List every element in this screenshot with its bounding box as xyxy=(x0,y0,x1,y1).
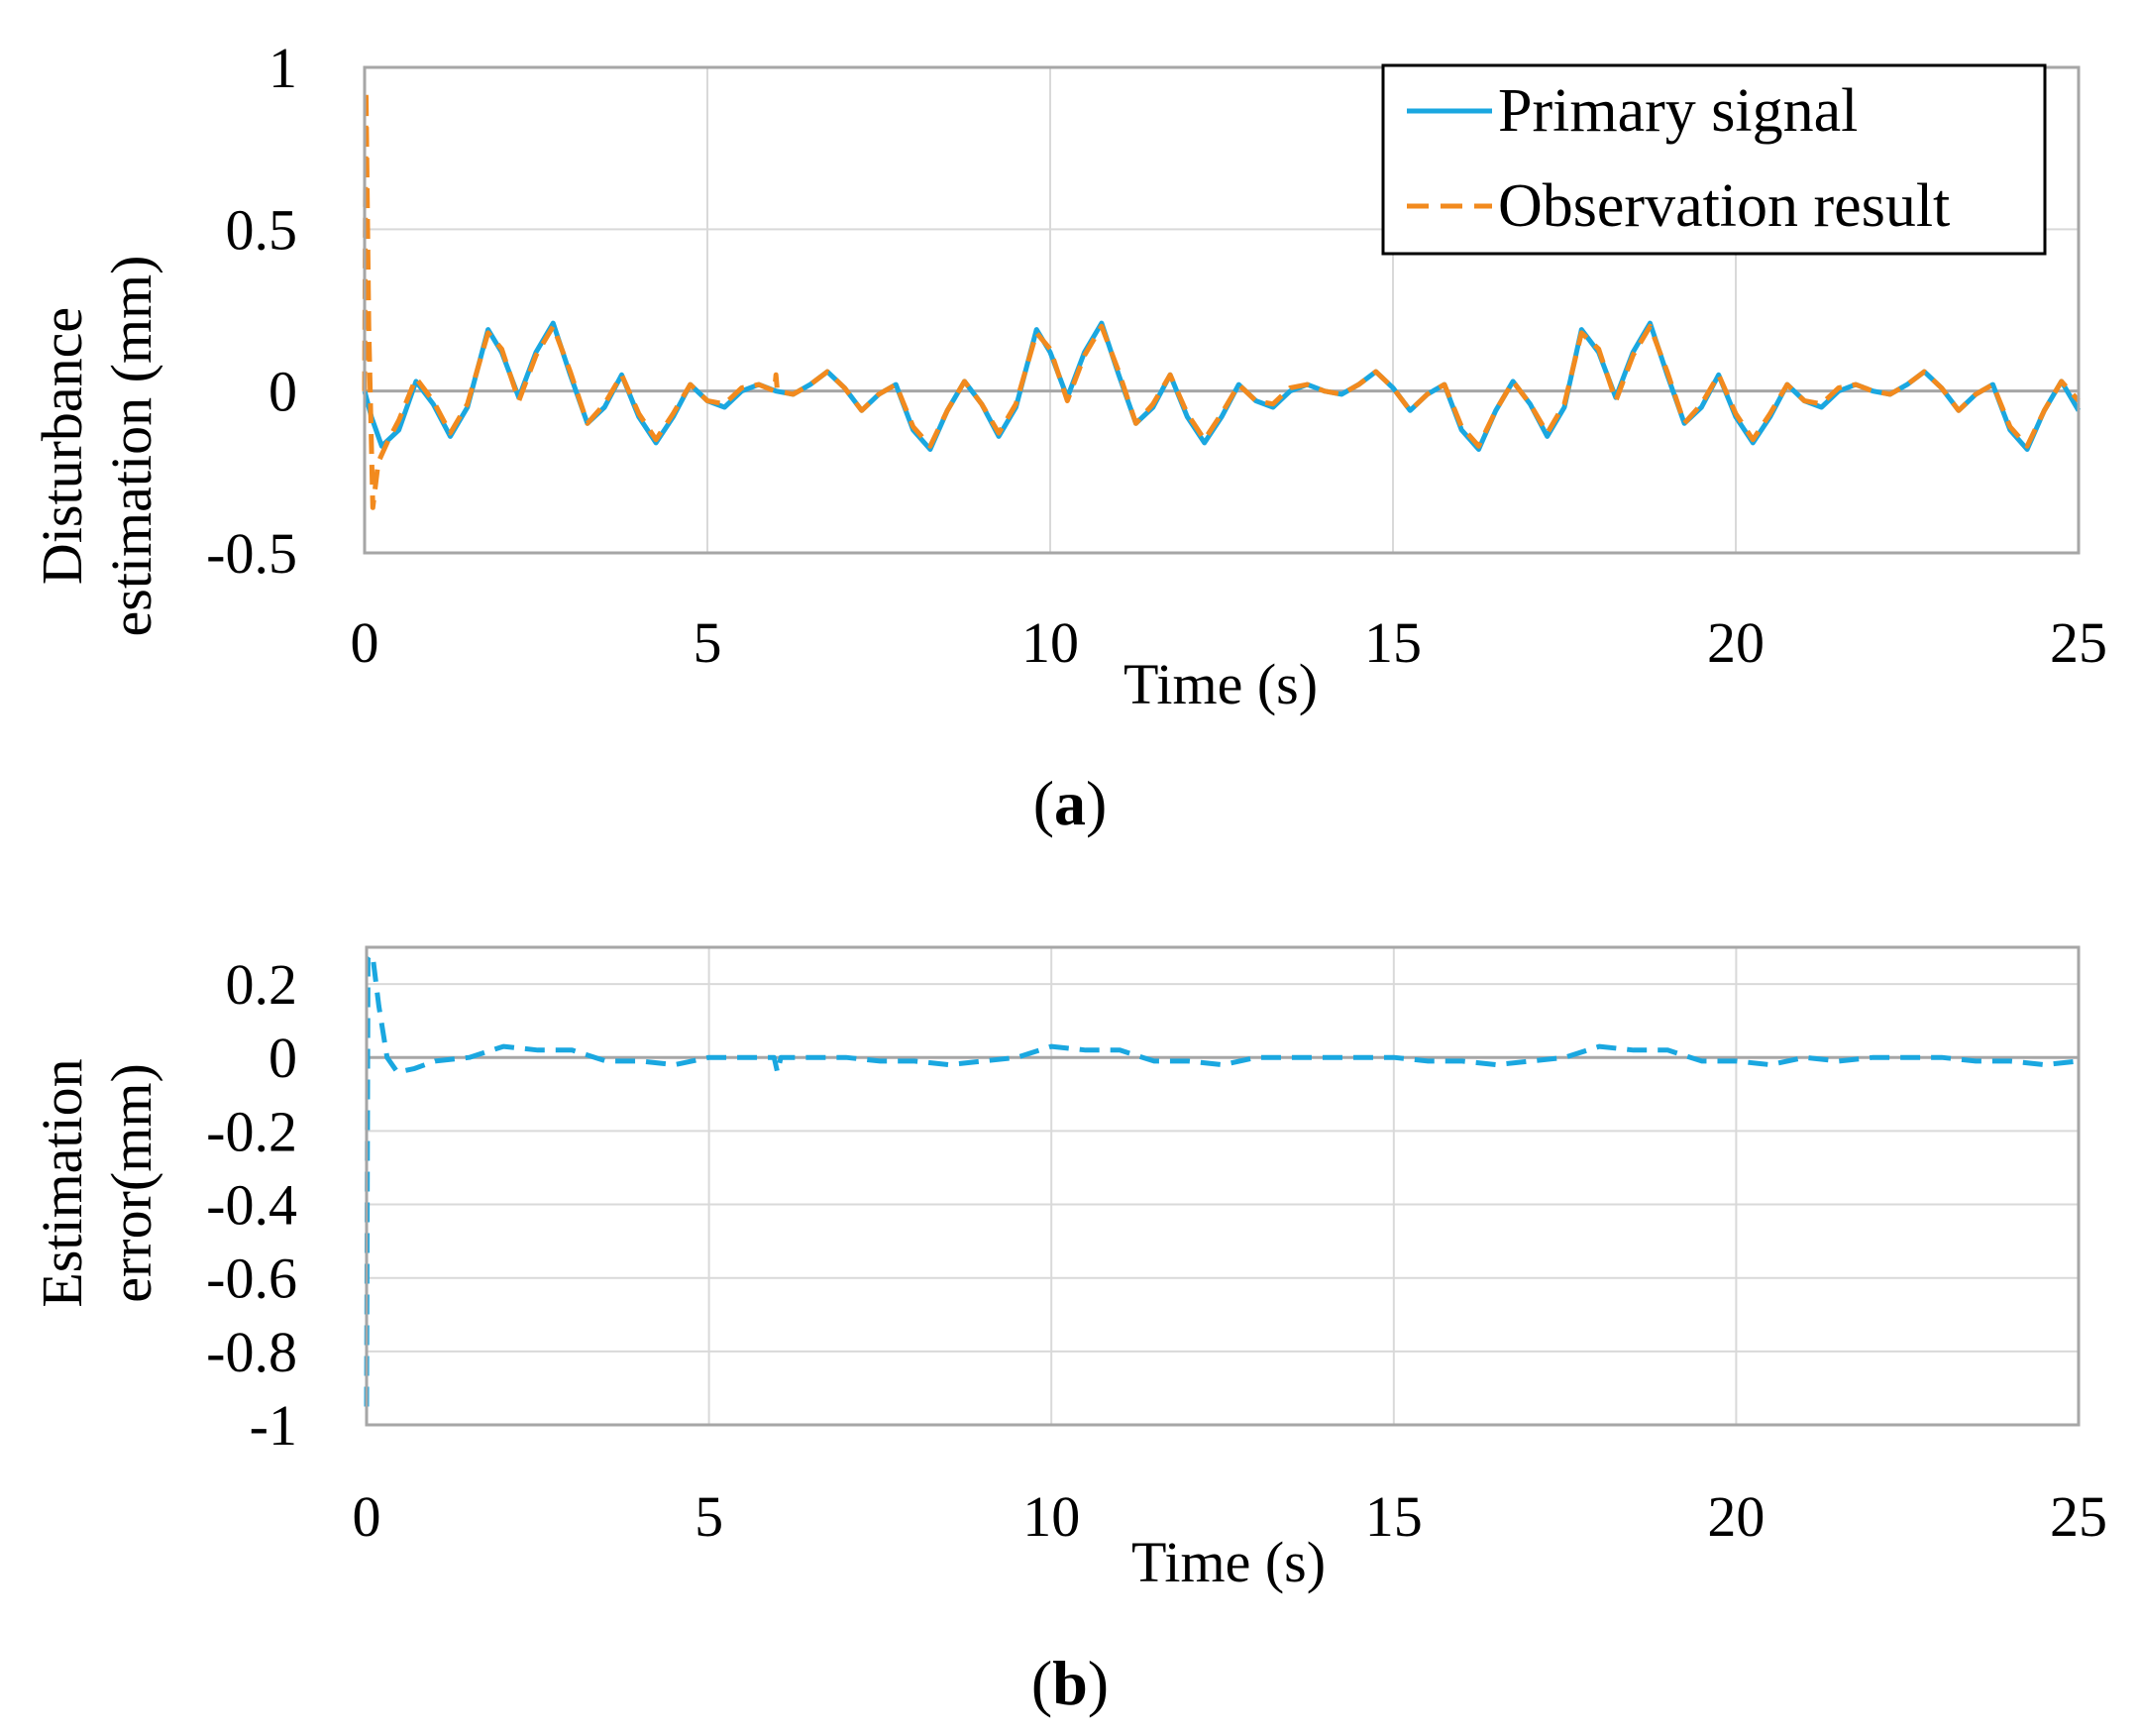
chart-b-xtick-label: 20 xyxy=(1707,1484,1765,1549)
panel-label-a-open: ( xyxy=(1033,768,1054,838)
chart-b-xtick-label: 25 xyxy=(2050,1484,2107,1549)
chart-a-y-axis-title-line2: estimation (mm) xyxy=(99,256,163,637)
chart-a-x-tick-labels: 0 5 10 15 20 25 xyxy=(351,610,2108,675)
chart-a: -0.5 0 0.5 1 0 5 10 15 20 25 Disturbance estimat… xyxy=(30,36,2107,838)
panel-label-a: (a) xyxy=(1033,768,1108,838)
chart-a-legend: Primary signal Observation result xyxy=(1381,63,2047,256)
chart-b-ytick-label: -0.4 xyxy=(206,1173,297,1238)
panel-label-b-letter: b xyxy=(1052,1648,1088,1718)
chart-b-series-group xyxy=(364,951,2080,1407)
chart-a-xtick-label: 15 xyxy=(1364,610,1422,675)
chart-a-ytick-label: 0.5 xyxy=(226,197,298,262)
panel-label-a-letter: a xyxy=(1054,768,1086,838)
panel-label-b-open: ( xyxy=(1031,1648,1052,1718)
chart-a-ytick-label: -0.5 xyxy=(206,521,297,586)
chart-a-legend-box xyxy=(1381,63,2047,256)
chart-a-series-primary-signal xyxy=(362,320,2082,452)
panel-label-b: (b) xyxy=(1031,1648,1109,1718)
chart-b-ytick-label: -0.2 xyxy=(206,1099,297,1163)
chart-a-series-observation-result xyxy=(362,87,2081,510)
chart-a-xtick-label: 5 xyxy=(694,610,722,675)
chart-b-x-axis-title: Time (s) xyxy=(1131,1530,1326,1594)
chart-a-xtick-label: 10 xyxy=(1021,610,1079,675)
chart-b-xtick-label: 0 xyxy=(353,1484,381,1549)
chart-a-xtick-label: 25 xyxy=(2050,610,2107,675)
chart-a-y-tick-labels: -0.5 0 0.5 1 xyxy=(206,36,297,586)
chart-b-ytick-label: -1 xyxy=(250,1393,297,1458)
chart-b-xtick-label: 10 xyxy=(1022,1484,1080,1549)
chart-b-series-estimation-error xyxy=(364,951,2080,1407)
chart-a-series-group xyxy=(362,87,2082,510)
chart-b-y-axis-title-line2: error(mm) xyxy=(99,1063,163,1303)
chart-b-x-tick-labels: 0 5 10 15 20 25 xyxy=(353,1484,2108,1549)
chart-b-ytick-label: 0 xyxy=(268,1026,297,1090)
chart-a-ytick-label: 0 xyxy=(268,360,297,424)
chart-b-y-axis-title-line1: Estimation xyxy=(30,1058,94,1307)
chart-a-ytick-label: 1 xyxy=(268,36,297,100)
chart-a-x-axis-title: Time (s) xyxy=(1124,652,1318,716)
legend-label-observation-result: Observation result xyxy=(1498,172,1950,240)
chart-b-y-tick-labels: -1 -0.8 -0.6 -0.4 -0.2 0 0.2 xyxy=(206,952,297,1458)
chart-b-xtick-label: 15 xyxy=(1365,1484,1423,1549)
chart-b-xtick-label: 5 xyxy=(695,1484,723,1549)
chart-a-y-axis-title-line1: Disturbance xyxy=(30,307,94,585)
chart-a-plot-frame xyxy=(363,65,2081,555)
legend-label-primary-signal: Primary signal xyxy=(1498,77,1858,145)
panel-label-a-close: ) xyxy=(1086,768,1107,838)
chart-b: -1 -0.8 -0.6 -0.4 -0.2 0 0.2 0 5 10 15 20 25 Estima… xyxy=(30,945,2108,1718)
chart-a-xtick-label: 0 xyxy=(351,610,379,675)
chart-b-plot-frame xyxy=(365,945,2081,1427)
chart-b-gridlines xyxy=(367,947,2079,1425)
chart-b-ytick-label: -0.6 xyxy=(206,1247,297,1311)
chart-b-ytick-label: -0.8 xyxy=(206,1320,297,1384)
chart-a-xtick-label: 20 xyxy=(1707,610,1765,675)
panel-label-b-close: ) xyxy=(1088,1648,1109,1718)
chart-b-ytick-label: 0.2 xyxy=(226,952,298,1017)
